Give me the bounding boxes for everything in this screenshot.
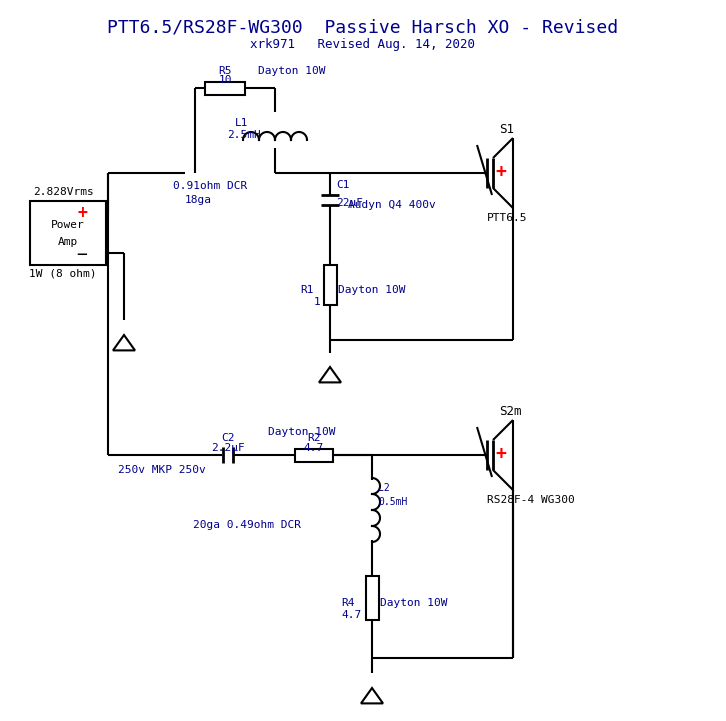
Text: RS28F-4 WG300: RS28F-4 WG300 [487, 495, 575, 505]
Text: 0.5mH: 0.5mH [378, 497, 407, 507]
Text: Dayton 10W: Dayton 10W [380, 598, 447, 608]
Text: PTT6.5/RS28F-WG300  Passive Harsch XO - Revised: PTT6.5/RS28F-WG300 Passive Harsch XO - R… [107, 18, 619, 36]
Bar [324, 265, 336, 305]
Text: Dayton 10W: Dayton 10W [338, 285, 406, 295]
Text: 0.91ohm DCR: 0.91ohm DCR [173, 181, 248, 191]
Text: S1: S1 [499, 123, 514, 136]
Text: Amp: Amp [58, 237, 78, 247]
Text: −: − [76, 246, 87, 264]
Text: L2: L2 [378, 483, 390, 493]
Text: R5: R5 [219, 66, 232, 76]
Text: 1: 1 [313, 297, 320, 307]
Text: +: + [495, 445, 506, 463]
Text: R4: R4 [341, 598, 355, 608]
Text: L1: L1 [235, 118, 248, 128]
Text: Power: Power [51, 220, 85, 230]
Text: S2m: S2m [499, 405, 521, 418]
Text: 10: 10 [219, 75, 232, 85]
Text: 250v MKP 250v: 250v MKP 250v [118, 465, 205, 475]
Text: 2.828Vrms: 2.828Vrms [33, 187, 94, 197]
Text: 18ga: 18ga [185, 195, 212, 205]
Text: PTT6.5: PTT6.5 [487, 213, 528, 223]
Polygon shape [319, 367, 341, 382]
Text: +: + [77, 204, 87, 222]
Text: C1: C1 [336, 180, 349, 190]
Text: xrk971   Revised Aug. 14, 2020: xrk971 Revised Aug. 14, 2020 [250, 38, 476, 51]
Text: R1: R1 [301, 285, 314, 295]
Text: 4.7: 4.7 [304, 443, 324, 453]
Bar [30, 201, 106, 265]
Text: 22µF: 22µF [336, 198, 363, 208]
Text: C2: C2 [221, 433, 234, 443]
Text: 2.5mH: 2.5mH [227, 130, 261, 140]
Text: R2: R2 [307, 433, 321, 443]
Text: +: + [495, 163, 506, 181]
Bar [295, 448, 333, 461]
Text: 4.7: 4.7 [342, 610, 362, 620]
Text: 20ga 0.49ohm DCR: 20ga 0.49ohm DCR [193, 520, 301, 530]
Text: Dayton 10W: Dayton 10W [258, 66, 325, 76]
Bar [205, 81, 245, 94]
Text: 1W (8 ohm): 1W (8 ohm) [29, 269, 97, 279]
Text: Dayton 10W: Dayton 10W [268, 427, 335, 437]
Text: Audyn Q4 400v: Audyn Q4 400v [348, 200, 436, 210]
Polygon shape [361, 688, 383, 704]
Bar [365, 576, 378, 620]
Text: 2.2µF: 2.2µF [211, 443, 245, 453]
Polygon shape [113, 335, 135, 350]
